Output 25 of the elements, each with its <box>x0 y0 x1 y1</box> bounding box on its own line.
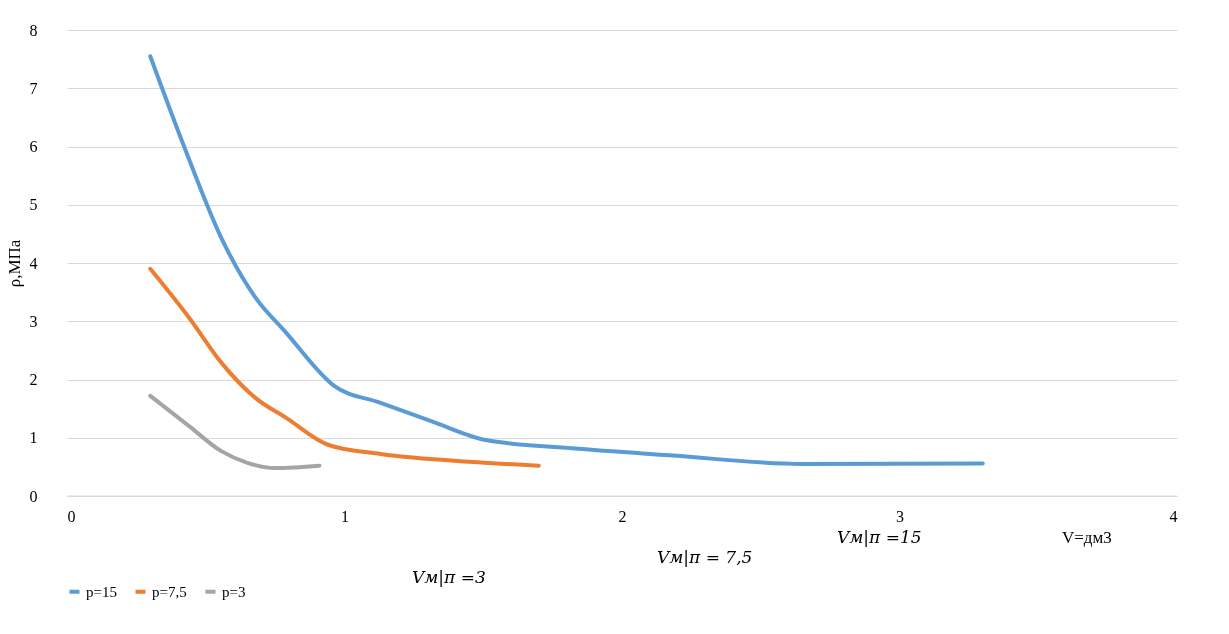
y-tick-label: 0 <box>29 487 38 505</box>
x-tick-label: 3 <box>896 507 904 525</box>
legend-label: p=3 <box>222 583 246 600</box>
x-axis-title: V=дм3 <box>1062 528 1112 547</box>
y-tick-label: 7 <box>29 79 38 97</box>
x-tick-label: 4 <box>1169 507 1178 525</box>
y-tick-label: 5 <box>29 196 38 214</box>
y-tick-label: 4 <box>29 254 38 272</box>
x-tick-label: 0 <box>67 507 76 525</box>
y-tick-label: 8 <box>29 21 38 39</box>
y-axis-title: ρ,МПа <box>4 239 24 288</box>
text: Vм|π = 7,5 <box>657 547 753 567</box>
legend-label: p=15 <box>86 583 117 600</box>
x-tick-label: 2 <box>618 507 627 525</box>
y-tick-label: 2 <box>29 371 38 388</box>
line-series <box>148 54 985 466</box>
text: Vм|π =3 <box>412 567 486 587</box>
text: Vм|π =15 <box>837 527 922 547</box>
y-tick-label: 3 <box>29 312 38 330</box>
y-tick-label: 1 <box>29 429 38 447</box>
x-tick-label: 1 <box>341 507 349 525</box>
y-tick-label: 6 <box>29 138 38 155</box>
line-series <box>148 393 322 471</box>
legend-label: p=7,5 <box>152 583 187 600</box>
line-series <box>148 266 541 468</box>
